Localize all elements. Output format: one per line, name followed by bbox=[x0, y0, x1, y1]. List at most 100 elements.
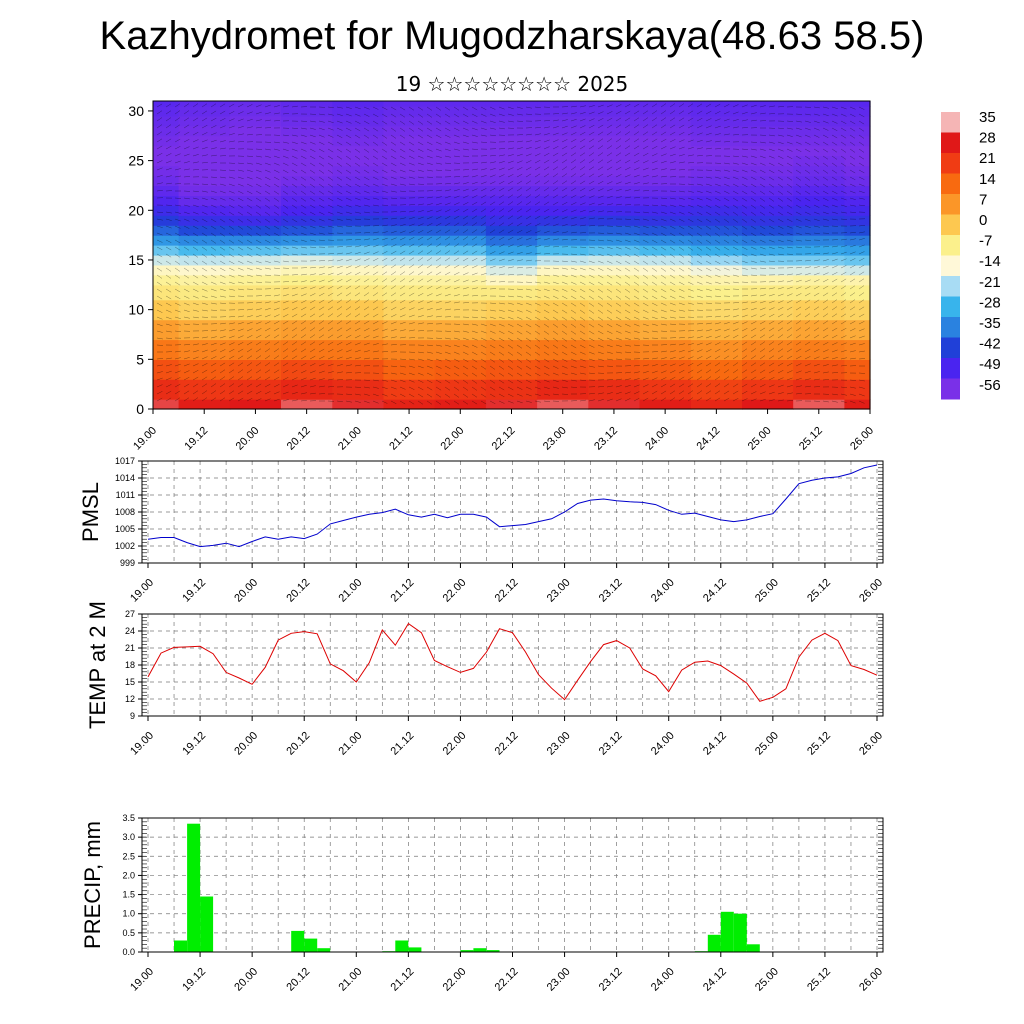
wind-barb bbox=[435, 169, 443, 171]
wind-barb bbox=[606, 239, 613, 242]
wind-barb bbox=[525, 323, 532, 328]
wind-barb bbox=[552, 166, 559, 171]
wind-barb bbox=[426, 322, 434, 325]
heatmap-cell bbox=[434, 145, 487, 157]
wind-barb bbox=[156, 330, 163, 333]
wind-barb bbox=[597, 323, 604, 328]
wind-barb bbox=[849, 393, 856, 396]
wind-barb bbox=[840, 155, 847, 160]
wind-barb bbox=[300, 392, 307, 395]
heatmap-cell bbox=[639, 379, 692, 400]
wind-barb bbox=[417, 250, 424, 255]
wind-barb bbox=[471, 258, 478, 262]
wind-barb bbox=[237, 309, 245, 311]
wind-barb bbox=[588, 188, 595, 192]
wind-barb bbox=[588, 210, 595, 213]
wind-barb bbox=[750, 155, 757, 158]
heatmap-cell bbox=[434, 175, 487, 186]
wind-barb bbox=[363, 134, 370, 139]
wind-barb bbox=[354, 327, 361, 332]
wind-barb bbox=[318, 279, 325, 283]
wind-barb bbox=[660, 211, 667, 214]
wind-barb bbox=[804, 341, 811, 346]
wind-barb bbox=[255, 362, 262, 367]
wind-barb bbox=[642, 153, 649, 157]
heatmap-cell bbox=[229, 339, 282, 360]
wind-barb bbox=[498, 194, 505, 199]
wind-barb bbox=[498, 266, 505, 269]
wind-barb bbox=[714, 260, 721, 264]
wind-barb bbox=[489, 358, 496, 363]
wind-barb bbox=[480, 174, 487, 178]
wind-barb bbox=[804, 176, 811, 181]
wind-barb bbox=[291, 127, 299, 129]
wind-barb bbox=[390, 183, 397, 186]
wind-barb bbox=[813, 162, 820, 167]
wind-barb bbox=[561, 209, 568, 213]
wind-barb bbox=[714, 253, 721, 258]
wind-barb bbox=[750, 267, 757, 270]
wind-barb bbox=[597, 111, 604, 115]
wind-barb bbox=[624, 246, 631, 250]
wind-barb bbox=[282, 169, 289, 173]
wind-barb bbox=[408, 386, 415, 390]
wind-barb bbox=[651, 146, 658, 150]
heatmap-cell bbox=[153, 155, 180, 167]
wind-barb bbox=[777, 239, 784, 243]
wind-barb bbox=[264, 204, 271, 209]
wind-barb bbox=[651, 117, 658, 122]
x-tick-label: 25.12 bbox=[805, 966, 833, 994]
wind-barb bbox=[804, 190, 811, 195]
wind-barb bbox=[741, 104, 748, 108]
wind-barb bbox=[381, 321, 388, 325]
wind-barb bbox=[741, 314, 748, 318]
heatmap-cell bbox=[844, 379, 871, 400]
wind-barb bbox=[444, 279, 451, 283]
wind-barb bbox=[246, 281, 253, 284]
heatmap-cell bbox=[332, 284, 385, 301]
wind-barb bbox=[804, 169, 811, 174]
wind-barb bbox=[462, 257, 469, 262]
wind-barb bbox=[525, 351, 532, 356]
wind-barb bbox=[300, 148, 307, 152]
wind-barb bbox=[534, 372, 541, 376]
wind-barb bbox=[687, 211, 694, 215]
wind-barb bbox=[201, 117, 208, 122]
wind-barb bbox=[183, 246, 190, 251]
wind-barb bbox=[426, 148, 433, 152]
wind-barb bbox=[768, 253, 775, 256]
wind-barb bbox=[804, 225, 811, 228]
wind-barb bbox=[471, 265, 478, 269]
wind-barb bbox=[336, 285, 343, 290]
wind-barb bbox=[273, 301, 280, 304]
wind-barb bbox=[651, 288, 658, 293]
wind-barb bbox=[426, 190, 434, 192]
wind-barb bbox=[525, 344, 532, 349]
precip-panel: 0.00.51.01.52.02.53.03.519.00 19.12 20.00 2… bbox=[80, 813, 885, 994]
wind-barb bbox=[264, 155, 271, 158]
heatmap-cell bbox=[537, 175, 589, 186]
x-tick-label: 23.00 bbox=[545, 577, 573, 605]
wind-barb bbox=[165, 267, 172, 272]
wind-barb bbox=[498, 127, 505, 130]
wind-barb bbox=[282, 348, 289, 353]
wind-barb bbox=[750, 376, 757, 381]
wind-barb bbox=[291, 327, 298, 332]
wind-barb bbox=[579, 195, 586, 199]
wind-barb bbox=[750, 362, 757, 367]
wind-barb bbox=[525, 386, 532, 390]
wind-barb bbox=[705, 239, 712, 244]
wind-barb bbox=[381, 314, 388, 318]
wind-barb bbox=[804, 348, 811, 353]
heatmap-cell bbox=[485, 359, 538, 380]
wind-barb bbox=[813, 218, 820, 222]
wind-barb bbox=[786, 306, 793, 311]
wind-barb bbox=[786, 370, 793, 374]
wind-barb bbox=[849, 141, 856, 146]
wind-barb bbox=[858, 285, 865, 290]
x-tick-label: 26.00 bbox=[857, 966, 885, 994]
heatmap-cell bbox=[485, 225, 538, 236]
wind-barb bbox=[246, 321, 253, 325]
heatmap-cell bbox=[793, 225, 845, 236]
wind-barb bbox=[696, 110, 703, 115]
